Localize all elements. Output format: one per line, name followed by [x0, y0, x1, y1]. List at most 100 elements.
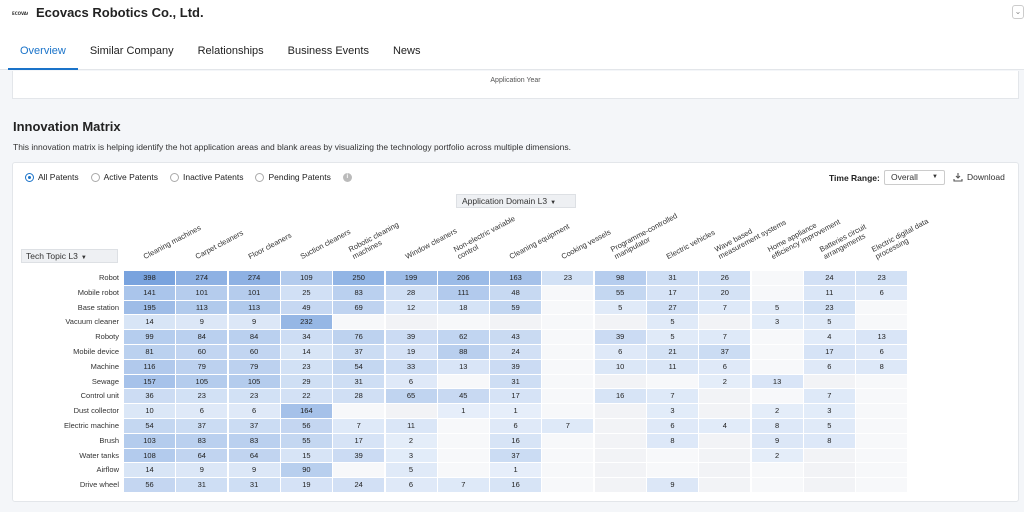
matrix-cell[interactable]: 2 [386, 434, 437, 448]
matrix-cell[interactable]: 1 [490, 404, 541, 418]
matrix-cell[interactable]: 9 [229, 463, 280, 477]
matrix-cell[interactable]: 22 [281, 389, 332, 403]
matrix-cell[interactable]: 199 [386, 271, 437, 285]
matrix-cell[interactable]: 101 [176, 286, 227, 300]
matrix-cell[interactable]: 5 [804, 419, 855, 433]
matrix-cell[interactable] [856, 404, 907, 418]
matrix-cell[interactable] [699, 449, 750, 463]
matrix-cell[interactable] [595, 463, 646, 477]
matrix-cell[interactable]: 9 [176, 463, 227, 477]
matrix-cell[interactable] [333, 404, 384, 418]
matrix-cell[interactable]: 9 [647, 478, 698, 492]
matrix-cell[interactable] [804, 449, 855, 463]
matrix-cell[interactable]: 8 [804, 434, 855, 448]
matrix-cell[interactable]: 54 [124, 419, 175, 433]
matrix-cell[interactable] [752, 478, 803, 492]
matrix-cell[interactable]: 274 [229, 271, 280, 285]
matrix-cell[interactable] [752, 271, 803, 285]
matrix-cell[interactable]: 232 [281, 315, 332, 329]
matrix-cell[interactable] [542, 315, 593, 329]
matrix-cell[interactable]: 17 [647, 286, 698, 300]
matrix-cell[interactable]: 5 [647, 315, 698, 329]
matrix-cell[interactable]: 9 [229, 315, 280, 329]
radio-inactive-patents[interactable]: Inactive Patents [170, 172, 243, 182]
matrix-cell[interactable]: 274 [176, 271, 227, 285]
matrix-cell[interactable]: 24 [804, 271, 855, 285]
matrix-cell[interactable]: 59 [490, 301, 541, 315]
matrix-cell[interactable]: 9 [176, 315, 227, 329]
matrix-cell[interactable]: 7 [804, 389, 855, 403]
matrix-cell[interactable]: 7 [542, 419, 593, 433]
matrix-cell[interactable]: 39 [595, 330, 646, 344]
matrix-cell[interactable]: 39 [490, 360, 541, 374]
matrix-cell[interactable]: 60 [176, 345, 227, 359]
matrix-cell[interactable]: 109 [281, 271, 332, 285]
matrix-cell[interactable] [856, 389, 907, 403]
matrix-cell[interactable]: 7 [647, 389, 698, 403]
matrix-cell[interactable]: 6 [229, 404, 280, 418]
matrix-cell[interactable]: 6 [699, 360, 750, 374]
matrix-cell[interactable] [595, 375, 646, 389]
tab-similar-company[interactable]: Similar Company [78, 36, 186, 70]
matrix-cell[interactable]: 26 [699, 271, 750, 285]
matrix-cell[interactable]: 8 [752, 419, 803, 433]
matrix-cell[interactable]: 6 [176, 404, 227, 418]
download-button[interactable]: Download [953, 172, 1005, 182]
matrix-cell[interactable]: 10 [595, 360, 646, 374]
chevron-down-icon[interactable]: ⌄ [1012, 5, 1024, 19]
matrix-cell[interactable]: 36 [124, 389, 175, 403]
matrix-cell[interactable]: 29 [281, 375, 332, 389]
matrix-cell[interactable]: 5 [752, 301, 803, 315]
matrix-cell[interactable]: 113 [176, 301, 227, 315]
matrix-cell[interactable]: 157 [124, 375, 175, 389]
matrix-cell[interactable]: 23 [176, 389, 227, 403]
matrix-cell[interactable] [542, 434, 593, 448]
matrix-cell[interactable]: 101 [229, 286, 280, 300]
matrix-cell[interactable]: 6 [856, 286, 907, 300]
matrix-cell[interactable]: 55 [595, 286, 646, 300]
matrix-cell[interactable]: 10 [124, 404, 175, 418]
matrix-cell[interactable]: 64 [229, 449, 280, 463]
matrix-cell[interactable]: 116 [124, 360, 175, 374]
matrix-cell[interactable] [752, 463, 803, 477]
matrix-cell[interactable] [542, 301, 593, 315]
matrix-cell[interactable]: 17 [490, 389, 541, 403]
matrix-cell[interactable] [752, 286, 803, 300]
matrix-cell[interactable] [595, 434, 646, 448]
matrix-cell[interactable]: 37 [229, 419, 280, 433]
matrix-cell[interactable] [647, 375, 698, 389]
matrix-cell[interactable]: 37 [333, 345, 384, 359]
matrix-cell[interactable]: 5 [386, 463, 437, 477]
matrix-cell[interactable]: 62 [438, 330, 489, 344]
matrix-cell[interactable] [438, 315, 489, 329]
matrix-cell[interactable]: 8 [856, 360, 907, 374]
matrix-cell[interactable]: 65 [386, 389, 437, 403]
matrix-cell[interactable]: 39 [333, 449, 384, 463]
matrix-cell[interactable]: 164 [281, 404, 332, 418]
matrix-cell[interactable]: 105 [176, 375, 227, 389]
matrix-cell[interactable] [490, 315, 541, 329]
matrix-cell[interactable] [438, 375, 489, 389]
matrix-cell[interactable]: 54 [333, 360, 384, 374]
matrix-cell[interactable] [438, 434, 489, 448]
matrix-cell[interactable]: 14 [124, 315, 175, 329]
matrix-cell[interactable]: 4 [699, 419, 750, 433]
matrix-cell[interactable]: 81 [124, 345, 175, 359]
matrix-cell[interactable]: 19 [386, 345, 437, 359]
matrix-cell[interactable]: 103 [124, 434, 175, 448]
matrix-cell[interactable]: 23 [281, 360, 332, 374]
tab-relationships[interactable]: Relationships [186, 36, 276, 70]
matrix-cell[interactable]: 2 [752, 449, 803, 463]
matrix-cell[interactable] [595, 404, 646, 418]
matrix-cell[interactable]: 76 [333, 330, 384, 344]
matrix-cell[interactable]: 56 [124, 478, 175, 492]
matrix-cell[interactable]: 3 [647, 404, 698, 418]
matrix-cell[interactable]: 39 [386, 330, 437, 344]
matrix-cell[interactable]: 16 [490, 434, 541, 448]
matrix-cell[interactable]: 13 [856, 330, 907, 344]
matrix-cell[interactable] [856, 434, 907, 448]
matrix-cell[interactable]: 6 [386, 375, 437, 389]
matrix-cell[interactable]: 21 [647, 345, 698, 359]
matrix-cell[interactable]: 34 [281, 330, 332, 344]
matrix-cell[interactable]: 98 [595, 271, 646, 285]
